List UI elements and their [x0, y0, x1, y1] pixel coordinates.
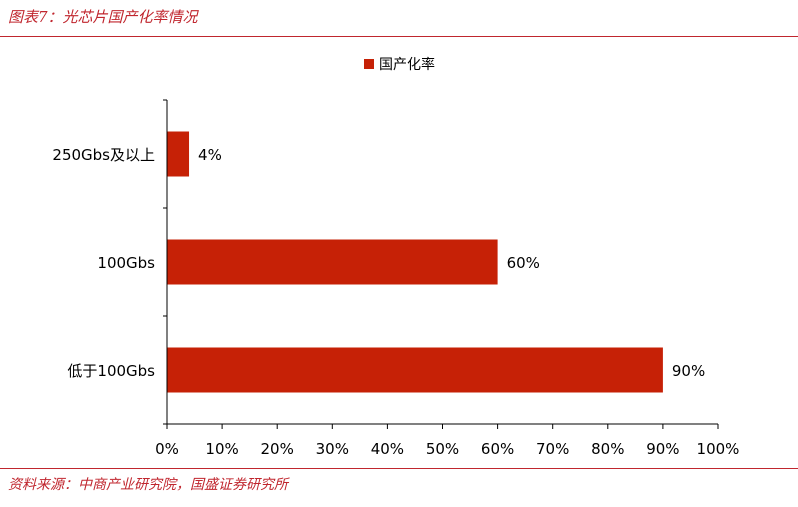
x-tick-label-5: 50%: [426, 440, 459, 458]
footer-divider: [0, 468, 798, 469]
value-label-2: 90%: [672, 362, 705, 380]
x-tick-label-group: 0% 10% 20% 30% 40% 50% 60% 70% 80% 90% 100%: [155, 440, 739, 458]
category-label-1: 100Gbs: [97, 254, 155, 272]
x-tick-label-4: 40%: [371, 440, 404, 458]
legend-swatch: [364, 59, 374, 69]
chart-legend: 国产化率: [364, 56, 435, 73]
x-tick-label-3: 30%: [316, 440, 349, 458]
value-label-1: 60%: [507, 254, 540, 272]
figure-title: 图表7：光芯片国产化率情况: [8, 8, 198, 26]
x-tick-label-9: 90%: [646, 440, 679, 458]
bar-2: [167, 347, 663, 393]
x-tick-label-1: 10%: [205, 440, 238, 458]
source-note: 资料来源：中商产业研究院，国盛证券研究所: [8, 477, 288, 493]
category-label-2: 低于100Gbs: [67, 362, 155, 380]
x-tick-label-2: 20%: [261, 440, 294, 458]
category-label-group: 250Gbs及以上 100Gbs 低于100Gbs: [52, 146, 155, 380]
x-tick-label-10: 100%: [697, 440, 740, 458]
x-tick-label-0: 0%: [155, 440, 179, 458]
value-label-0: 4%: [198, 146, 222, 164]
bar-1: [167, 239, 498, 285]
bar-0: [167, 131, 190, 177]
legend-label: 国产化率: [379, 56, 435, 73]
x-tick-label-8: 80%: [591, 440, 624, 458]
x-tick-label-7: 70%: [536, 440, 569, 458]
x-tick-label-6: 60%: [481, 440, 514, 458]
header-divider: [0, 36, 798, 37]
category-label-0: 250Gbs及以上: [52, 146, 155, 164]
axes: [163, 99, 719, 429]
value-label-group: 4% 60% 90%: [198, 146, 705, 380]
bar-group: [167, 131, 663, 393]
